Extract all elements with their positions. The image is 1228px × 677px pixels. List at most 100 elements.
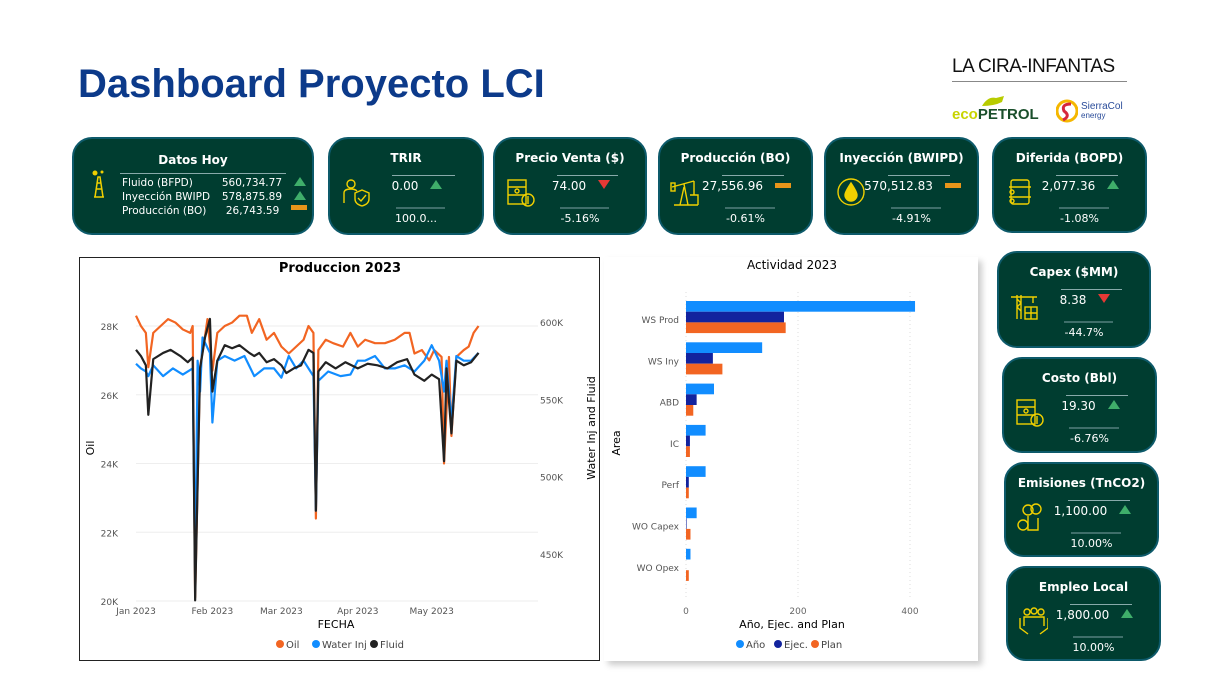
kpi-percent: 10.00% <box>1072 641 1115 654</box>
trend-up-icon <box>1119 505 1132 514</box>
bar-ejec <box>686 394 697 405</box>
category-label: Perf <box>661 481 679 491</box>
y2-tick-label: 550K <box>540 396 564 406</box>
produccion-line-chart: Produccion 2023 20K 22K 24K 26K 28K 450K 500K 55… <box>84 261 598 651</box>
category-label: WS Prod <box>642 316 679 326</box>
bar-ejec <box>686 476 689 488</box>
oil-rig-icon <box>92 170 104 198</box>
x-tick-label: 200 <box>789 607 806 617</box>
trend-down-icon <box>1098 294 1111 303</box>
legend-label: Ejec. <box>784 640 808 651</box>
bar-año <box>686 342 763 353</box>
kpi-title: Diferida (BOPD) <box>1015 151 1124 165</box>
x-tick-label: Mar 2023 <box>260 607 303 617</box>
y2-tick-label: 450K <box>540 551 564 561</box>
kpi-percent: 100.0... <box>395 212 437 225</box>
legend-marker <box>312 640 320 648</box>
bar-plan <box>686 322 786 334</box>
bar-ejec <box>686 311 784 323</box>
bar-plan <box>686 487 689 499</box>
chart-title: Actividad 2023 <box>747 258 837 272</box>
legend-marker <box>736 640 744 648</box>
kpi-percent: -5.16% <box>560 212 600 225</box>
kpi-percent: -44.7% <box>1064 326 1104 339</box>
category-label: WO Capex <box>632 523 680 533</box>
safety-worker-icon <box>343 179 370 207</box>
trend-up-icon <box>1107 180 1120 189</box>
datos-row-inyeccion: Inyección BWIPD 578,875.89 <box>122 191 307 203</box>
x-tick-label: 400 <box>901 607 918 617</box>
kpi-title: Precio Venta ($) <box>515 151 625 165</box>
x-tick-label: May 2023 <box>410 607 454 617</box>
legend-label: Año <box>746 640 765 651</box>
trend-up-icon <box>1121 609 1134 618</box>
bar-plan <box>686 446 690 457</box>
x-axis-label: FECHA <box>318 618 355 631</box>
bar-ejec <box>686 518 687 529</box>
trend-down-icon <box>598 180 611 189</box>
kpi-value: 1,100.00 <box>1006 504 1157 518</box>
kpi-card: Capex ($MM) 8.38 -44.7% <box>997 251 1151 348</box>
trend-up-icon <box>430 180 443 189</box>
y-tick-label: 26K <box>101 392 119 402</box>
kpi-title: Inyección (BWIPD) <box>839 151 964 165</box>
kpi-title: Emisiones (TnCO2) <box>1017 476 1146 490</box>
kpi-card: Inyección (BWIPD) 570,512.83 -4.91% <box>824 137 979 235</box>
kpi-card: Precio Venta ($) 74.00 -5.16% <box>493 137 647 235</box>
bar-ejec <box>686 435 690 447</box>
card-title: Datos Hoy <box>158 153 228 167</box>
bar-ejec <box>686 353 713 364</box>
sierracol-logo: SierraCol energy <box>1056 96 1123 126</box>
kpi-title: TRIR <box>390 151 422 165</box>
category-label: WS Iny <box>648 357 680 367</box>
kpi-title: Capex ($MM) <box>1029 265 1119 279</box>
kpi-percent: -6.76% <box>1070 432 1109 445</box>
x-axis-label: Año, Ejec. and Plan <box>739 618 845 631</box>
y2-axis-label: Water Inj and Fluid <box>585 376 598 479</box>
trend-flat-icon <box>291 205 308 210</box>
y2-tick-label: 500K <box>540 474 564 484</box>
legend-label: Plan <box>821 640 842 651</box>
kpi-value: 1,800.00 <box>1008 608 1159 622</box>
bar-año <box>686 424 706 436</box>
bar-año <box>686 466 706 477</box>
legend-marker <box>370 640 378 648</box>
produccion-chart-panel: Produccion 2023 20K 22K 24K 26K 28K 450K 500K 55… <box>79 257 600 661</box>
chart-title: Produccion 2023 <box>279 261 401 276</box>
kpi-value: 2,077.36 <box>994 179 1145 193</box>
kpi-card: Emisiones (TnCO2) 1,100.00 10.00% <box>1004 462 1159 557</box>
y-axis-label: Area <box>610 430 623 455</box>
series-line-water-inj <box>135 336 480 579</box>
kpi-card: Diferida (BOPD) 2,077.36 -1.08% <box>992 137 1147 233</box>
x-tick-label: Apr 2023 <box>337 607 378 617</box>
trend-flat-icon <box>775 183 792 188</box>
datos-row-produccion: Producción (BO) 26,743.59 <box>122 205 308 217</box>
kpi-percent: 10.00% <box>1070 537 1113 550</box>
legend-label: Water Inj <box>322 640 367 651</box>
bar-año <box>686 507 697 519</box>
barrel-icon <box>1009 179 1031 205</box>
kpi-value: 27,556.96 <box>660 179 811 193</box>
legend-marker <box>774 640 782 648</box>
kpi-percent: -0.61% <box>726 212 765 225</box>
bar-plan <box>686 363 723 375</box>
kpi-title: Costo (Bbl) <box>1041 371 1118 385</box>
x-tick-label: Jan 2023 <box>115 607 156 617</box>
y-axis-label: Oil <box>84 441 97 456</box>
barrel-dollar-icon <box>1016 399 1044 427</box>
category-label: IC <box>670 440 679 450</box>
factory-emissions-icon <box>1017 503 1042 531</box>
oil-drop-icon <box>837 178 865 206</box>
legend-marker <box>276 640 284 648</box>
legend-label: Fluid <box>380 640 404 651</box>
kpi-card: Empleo Local 1,800.00 10.00% <box>1006 566 1161 661</box>
y-tick-label: 22K <box>101 529 119 539</box>
y-tick-label: 28K <box>101 323 119 333</box>
series-line-oil <box>135 314 480 599</box>
people-hands-icon <box>1019 607 1048 635</box>
legend-label: Oil <box>286 640 299 651</box>
kpi-percent: -4.91% <box>892 212 931 225</box>
kpi-card: TRIR 0.00 100.0... <box>328 137 484 235</box>
trend-up-icon <box>1107 400 1120 409</box>
series-line-fluid <box>135 317 480 602</box>
